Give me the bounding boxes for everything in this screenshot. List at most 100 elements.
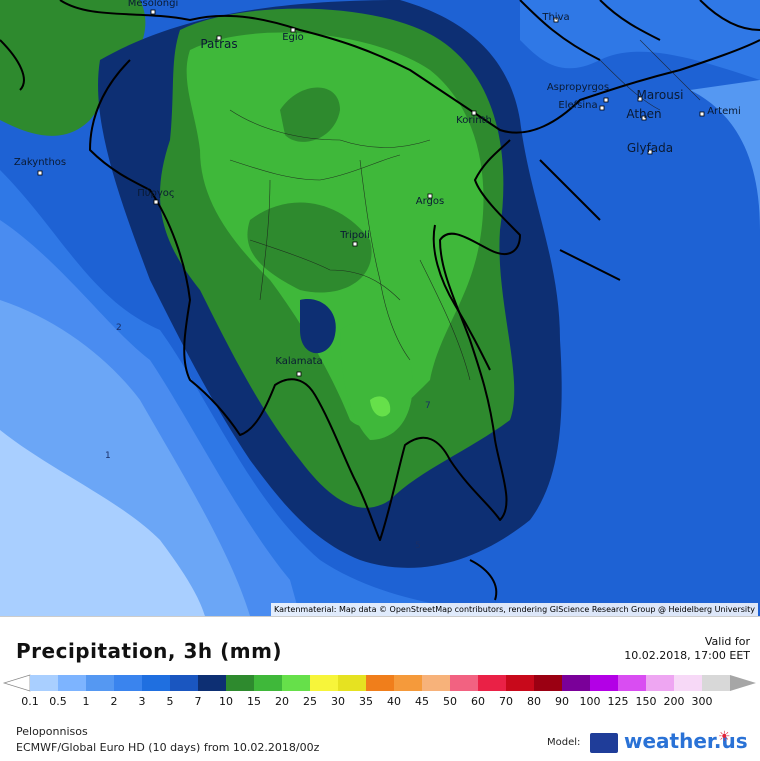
city-dot	[553, 17, 559, 23]
city-label: Patras	[200, 37, 237, 51]
scale-tick-12: 35	[359, 695, 373, 708]
weather-us-logo[interactable]: weather.us ☀	[590, 729, 748, 757]
city-dot	[37, 170, 43, 176]
scale-swatch-16	[478, 675, 507, 691]
scale-tick-4: 3	[139, 695, 146, 708]
scale-tick-21: 125	[608, 695, 629, 708]
city-label: Athen	[626, 107, 661, 121]
scale-swatch-4	[142, 675, 171, 691]
scale-swatch-21	[618, 675, 647, 691]
city-4[interactable]: Aspropyrgos	[547, 82, 609, 103]
scale-tick-22: 150	[636, 695, 657, 708]
city-label: Tripoli	[339, 230, 370, 241]
valid-label: Valid for	[704, 635, 750, 648]
city-dot	[290, 27, 296, 33]
valid-time-block: Valid for 10.02.2018, 17:00 EET	[624, 635, 750, 663]
scale-swatch-13	[394, 675, 423, 691]
precipitation-map[interactable]: 2 1 5 7 5 Mesolongi Patras Egio Thiva Aspropyrgo…	[0, 0, 760, 616]
city-dot	[647, 149, 653, 155]
city-dot	[296, 371, 302, 377]
scale-tick-16: 60	[471, 695, 485, 708]
scale-swatch-5	[170, 675, 199, 691]
map-attribution: Kartenmaterial: Map data © OpenStreetMap…	[270, 603, 758, 616]
scale-swatch-3	[114, 675, 143, 691]
scale-swatch-20	[590, 675, 619, 691]
city-label: Egio	[282, 32, 304, 43]
city-label: Thiva	[541, 12, 569, 23]
scale-tick-15: 50	[443, 695, 457, 708]
scale-swatch-14	[422, 675, 451, 691]
scale-tick-2: 1	[83, 695, 90, 708]
city-2[interactable]: Egio	[282, 27, 304, 43]
city-layer: Mesolongi Patras Egio Thiva Aspropyrgos Elefs…	[14, 0, 741, 377]
city-8[interactable]: Athen	[626, 107, 661, 121]
city-dot	[427, 193, 433, 199]
scale-tick-24: 300	[692, 695, 713, 708]
city-7[interactable]: Artemi	[699, 106, 741, 117]
city-6[interactable]: Marousi	[637, 88, 684, 102]
admin-borders	[229, 39, 701, 381]
contour-label-0: 2	[116, 323, 122, 333]
scale-tick-17: 70	[499, 695, 513, 708]
city-label: Kalamata	[275, 356, 322, 367]
city-label: Zakynthos	[14, 157, 66, 168]
scale-tick-7: 10	[219, 695, 233, 708]
model-tag: Model:	[547, 737, 581, 748]
scale-swatch-17	[506, 675, 535, 691]
city-label: Glyfada	[627, 141, 673, 155]
city-label: Πύργος	[137, 187, 175, 199]
city-9[interactable]: Glyfada	[627, 141, 673, 155]
coastlines	[0, 0, 760, 601]
scale-left-arrow	[2, 674, 31, 692]
contour-label-3: 7	[425, 401, 431, 411]
city-1[interactable]: Patras	[200, 35, 238, 51]
city-13[interactable]: Argos	[416, 193, 444, 207]
city-dot	[603, 97, 609, 103]
city-label: Elefsina	[558, 100, 597, 111]
scale-tick-1: 0.5	[49, 695, 67, 708]
contour-labels: 2 1 5 7 5	[105, 283, 431, 551]
scale-tick-6: 7	[195, 695, 202, 708]
scale-tick-0: 0.1	[21, 695, 39, 708]
scale-swatch-7	[226, 675, 255, 691]
city-15[interactable]: Kalamata	[275, 356, 323, 377]
city-dot	[352, 241, 358, 247]
scale-tick-9: 20	[275, 695, 289, 708]
city-dot	[599, 105, 605, 111]
city-label: Aspropyrgos	[547, 82, 609, 93]
scale-swatch-23	[674, 675, 703, 691]
scale-tick-19: 90	[555, 695, 569, 708]
scale-swatch-12	[366, 675, 395, 691]
scale-swatch-1	[58, 675, 87, 691]
city-14[interactable]: Tripoli	[339, 230, 370, 247]
field-20mm	[370, 396, 391, 417]
city-dot	[641, 115, 647, 121]
city-3[interactable]: Thiva	[541, 12, 569, 23]
scale-tick-3: 2	[111, 695, 118, 708]
scale-tick-23: 200	[664, 695, 685, 708]
city-11[interactable]: Zakynthos	[14, 157, 66, 176]
scale-swatch-22	[646, 675, 675, 691]
field-15mm-south	[340, 320, 413, 440]
valid-time: 10.02.2018, 17:00 EET	[624, 649, 750, 662]
city-5[interactable]: Elefsina	[558, 100, 605, 111]
city-dot	[699, 111, 705, 117]
city-10[interactable]: Korinth	[456, 110, 492, 126]
sun-icon: ☀	[718, 729, 731, 745]
scale-swatch-0	[30, 675, 59, 691]
city-label: Mesolongi	[128, 0, 178, 9]
scale-swatch-10	[310, 675, 339, 691]
contour-label-2: 5	[180, 283, 186, 293]
map-canvas: 2 1 5 7 5 Mesolongi Patras Egio Thiva Aspropyrgo…	[0, 0, 760, 616]
scale-swatch-24	[702, 675, 731, 691]
contour-label-4: 5	[415, 541, 421, 551]
scale-tick-11: 30	[331, 695, 345, 708]
city-dot	[471, 110, 477, 116]
city-0[interactable]: Mesolongi	[128, 0, 178, 15]
city-12[interactable]: Πύργος	[137, 187, 175, 205]
city-dot	[150, 9, 156, 15]
city-label: Marousi	[637, 88, 684, 102]
eu-flag-icon	[590, 733, 618, 753]
city-dot	[153, 199, 159, 205]
city-label: Artemi	[707, 106, 741, 117]
